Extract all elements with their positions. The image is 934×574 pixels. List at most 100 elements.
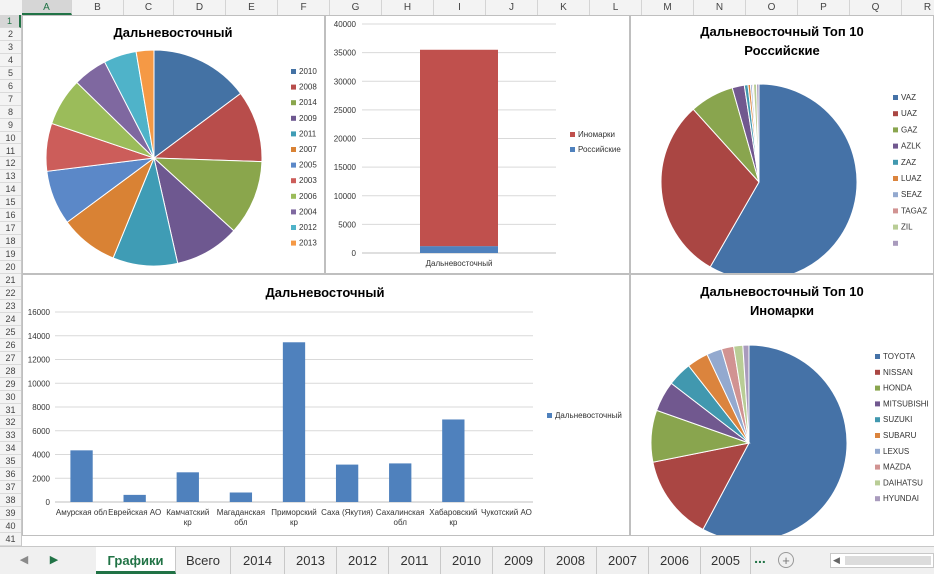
- row-header-21[interactable]: 21: [0, 274, 21, 287]
- x-tick-label: Приморский: [271, 508, 317, 517]
- row-header-1[interactable]: 1: [0, 15, 21, 28]
- pie-ru-legend-key-8: [893, 224, 898, 230]
- sheet-tab[interactable]: 2007: [597, 547, 649, 574]
- pie-foreign-legend-key-9: [875, 496, 880, 502]
- chart-stacked-bar[interactable]: 0 5000 10000 15000 20000 25000 30000 35000 40000…: [325, 15, 630, 274]
- row-header-18[interactable]: 18: [0, 235, 21, 249]
- pie-ru-legend-label: TAGAZ: [901, 206, 927, 215]
- row-header-31[interactable]: 31: [0, 404, 21, 417]
- row-header-25[interactable]: 25: [0, 326, 21, 339]
- column-header-N[interactable]: N: [694, 0, 746, 15]
- row-header-10[interactable]: 10: [0, 132, 21, 145]
- row-header-32[interactable]: 32: [0, 416, 21, 430]
- chart-pie-years-plot: Дальневосточный 2010 2008 2014 2009 2011 2007…: [45, 25, 317, 267]
- sheet-tab[interactable]: 2011: [389, 547, 441, 574]
- row-header-9[interactable]: 9: [0, 119, 21, 132]
- horizontal-scrollbar[interactable]: ◀: [830, 553, 934, 568]
- column-header-D[interactable]: D: [174, 0, 226, 15]
- chart-title: Дальневосточный Топ 10: [700, 284, 864, 299]
- sheet-tab[interactable]: 2006: [649, 547, 701, 574]
- row-header-19[interactable]: 19: [0, 248, 21, 262]
- row-header-11[interactable]: 11: [0, 145, 21, 158]
- pie-ru-legend-label: ZAZ: [901, 158, 916, 167]
- sheet-tab[interactable]: 2012: [337, 547, 389, 574]
- sheet-tab[interactable]: 2008: [545, 547, 597, 574]
- row-header-20[interactable]: 20: [0, 261, 21, 274]
- pie-ru-legend-label: UAZ: [901, 109, 917, 118]
- row-header-35[interactable]: 35: [0, 455, 21, 469]
- column-header-B[interactable]: B: [72, 0, 124, 15]
- column-header-P[interactable]: P: [798, 0, 850, 15]
- sheet-tab[interactable]: 2013: [285, 547, 337, 574]
- sheet-tab[interactable]: 2005: [701, 547, 751, 574]
- sheet-tab[interactable]: 2010: [441, 547, 493, 574]
- bar-region-0: [70, 450, 93, 502]
- chart-pie-years[interactable]: Дальневосточный 2010 2008 2014 2009 2011 2007…: [22, 15, 325, 274]
- pie-ru-legend-label: VAZ: [901, 93, 916, 102]
- row-header-23[interactable]: 23: [0, 300, 21, 313]
- column-header-R[interactable]: R: [902, 0, 934, 15]
- column-header-G[interactable]: G: [330, 0, 382, 15]
- row-header-34[interactable]: 34: [0, 442, 21, 456]
- chart-pie-russian[interactable]: Дальневосточный Топ 10 Российские VAZ UAZ GA…: [630, 15, 934, 281]
- row-header-13[interactable]: 13: [0, 170, 21, 184]
- sheet-tab[interactable]: Всего: [176, 547, 231, 574]
- sheet-tab[interactable]: 2009: [493, 547, 545, 574]
- row-header-2[interactable]: 2: [0, 28, 21, 41]
- sheet-tab[interactable]: 2014: [231, 547, 285, 574]
- sheet-grid[interactable]: Дальневосточный 2010 2008 2014 2009 2011 2007…: [22, 15, 934, 546]
- row-header-6[interactable]: 6: [0, 80, 21, 93]
- column-header-C[interactable]: C: [124, 0, 174, 15]
- scroll-left-icon[interactable]: ◀: [833, 555, 840, 565]
- pie-years-legend-key-2: [291, 100, 296, 106]
- row-header-7[interactable]: 7: [0, 93, 21, 106]
- row-header-24[interactable]: 24: [0, 313, 21, 326]
- row-header-15[interactable]: 15: [0, 196, 21, 210]
- row-header-33[interactable]: 33: [0, 429, 21, 443]
- row-header-28[interactable]: 28: [0, 365, 21, 378]
- more-sheets-button[interactable]: ...: [754, 550, 766, 566]
- row-header-17[interactable]: 17: [0, 222, 21, 236]
- row-header-5[interactable]: 5: [0, 67, 21, 80]
- column-header-J[interactable]: J: [486, 0, 538, 15]
- column-header-E[interactable]: E: [226, 0, 278, 15]
- column-header-O[interactable]: O: [746, 0, 798, 15]
- row-header-38[interactable]: 38: [0, 494, 21, 508]
- row-header-36[interactable]: 36: [0, 468, 21, 482]
- chart-bar-regions[interactable]: Дальневосточный 0 2000 4000 6000 8000 10000 12…: [22, 274, 630, 536]
- row-header-22[interactable]: 22: [0, 287, 21, 300]
- row-header-41[interactable]: 41: [0, 533, 21, 546]
- prev-sheet-arrow-icon[interactable]: ◀: [19, 554, 29, 566]
- row-header-4[interactable]: 4: [0, 54, 21, 67]
- row-header-40[interactable]: 40: [0, 520, 21, 534]
- chart-pie-foreign[interactable]: Дальневосточный Топ 10 Иномарки TOYOTA NISS…: [630, 274, 934, 542]
- next-sheet-arrow-icon[interactable]: ▶: [49, 554, 59, 566]
- column-header-L[interactable]: L: [590, 0, 642, 15]
- row-header-3[interactable]: 3: [0, 41, 21, 54]
- column-header-F[interactable]: F: [278, 0, 330, 15]
- row-header-37[interactable]: 37: [0, 481, 21, 495]
- column-header-Q[interactable]: Q: [850, 0, 902, 15]
- scrollbar-thumb[interactable]: [845, 556, 931, 565]
- add-sheet-icon[interactable]: +: [778, 552, 794, 568]
- sheet-tab[interactable]: Графики: [96, 547, 176, 574]
- y-tick-label: 10000: [28, 379, 51, 388]
- row-header-39[interactable]: 39: [0, 507, 21, 521]
- row-header-29[interactable]: 29: [0, 378, 21, 391]
- column-header-A[interactable]: A: [22, 0, 72, 15]
- row-header-8[interactable]: 8: [0, 106, 21, 119]
- row-header-26[interactable]: 26: [0, 339, 21, 352]
- row-header-30[interactable]: 30: [0, 391, 21, 404]
- column-header-H[interactable]: H: [382, 0, 434, 15]
- column-header-M[interactable]: M: [642, 0, 694, 15]
- pie-years-legend-key-1: [291, 84, 296, 90]
- row-header-12[interactable]: 12: [0, 157, 21, 171]
- row-header-27[interactable]: 27: [0, 352, 21, 365]
- bar-Иномарки: [420, 49, 498, 247]
- pie-foreign-legend-label: LEXUS: [883, 447, 909, 456]
- column-header-K[interactable]: K: [538, 0, 590, 15]
- x-tick-label: Саха (Якутия): [321, 508, 373, 517]
- row-header-14[interactable]: 14: [0, 183, 21, 197]
- column-header-I[interactable]: I: [434, 0, 486, 15]
- row-header-16[interactable]: 16: [0, 209, 21, 223]
